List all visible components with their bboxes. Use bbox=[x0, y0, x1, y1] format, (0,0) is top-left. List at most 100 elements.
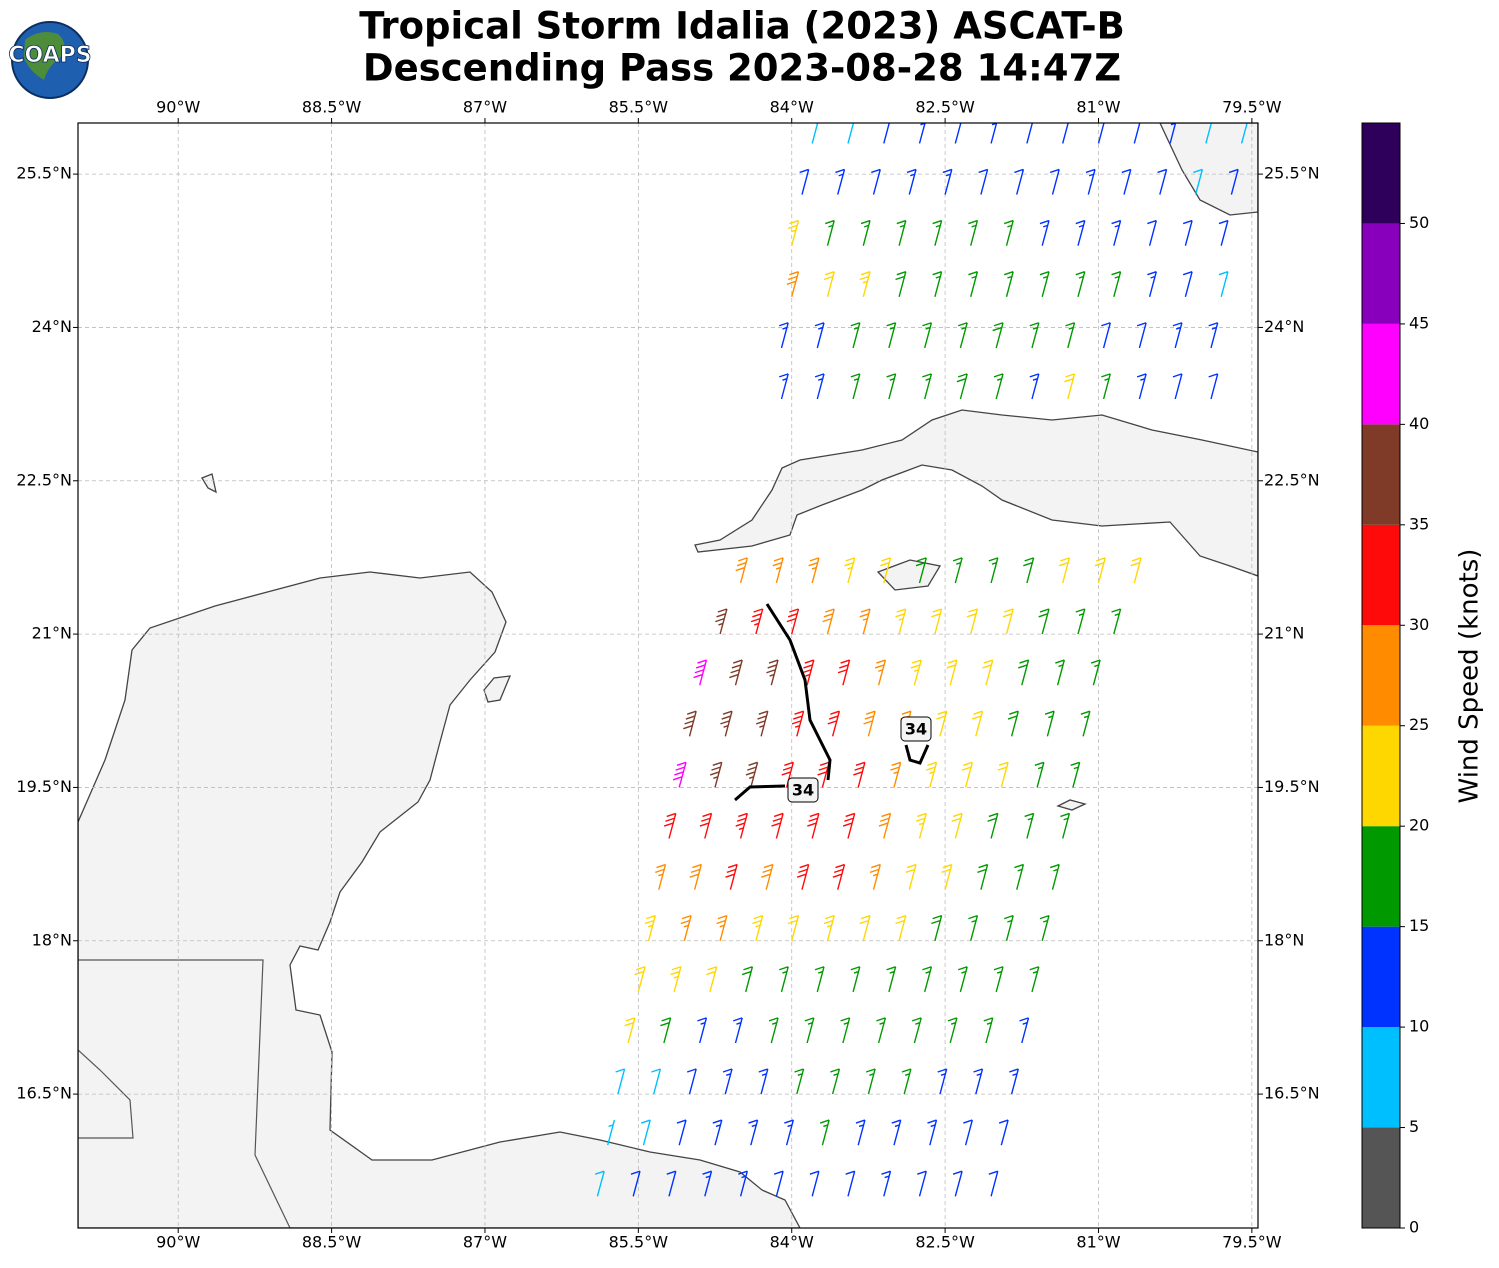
wind-barb bbox=[1023, 557, 1035, 584]
wind-barb bbox=[720, 710, 733, 737]
wind-barb bbox=[748, 1119, 759, 1146]
wind-barb bbox=[971, 710, 984, 737]
wind-barb bbox=[998, 1119, 1009, 1146]
wind-barb bbox=[859, 914, 871, 941]
wind-barb bbox=[1034, 761, 1045, 788]
wind-barb bbox=[781, 761, 794, 788]
wind-barb bbox=[804, 1017, 815, 1044]
x-tick-label: 79.5°W bbox=[1222, 1233, 1282, 1252]
wind-barb bbox=[1062, 123, 1069, 144]
wind-barb bbox=[906, 168, 917, 195]
wind-barb bbox=[660, 1017, 672, 1044]
wind-barb bbox=[886, 373, 897, 400]
axis-ticks: 90°W 90°W 88.5°W 88.5°W 87°W 87°W 85.5°W 85.5°W… bbox=[16, 98, 1319, 1252]
wind-barb bbox=[855, 1119, 866, 1146]
wind-barb bbox=[987, 812, 999, 839]
colorbar-tick-label: 0 bbox=[1409, 1218, 1419, 1237]
wind-barb bbox=[1228, 168, 1239, 195]
wind-barb bbox=[890, 761, 902, 788]
x-tick-label: 90°W bbox=[156, 1233, 200, 1252]
wind-barb bbox=[942, 168, 953, 195]
logo-text: COAPS bbox=[8, 43, 91, 68]
wind-barb bbox=[883, 123, 890, 144]
wind-barb bbox=[784, 1119, 794, 1146]
logo: COAPS bbox=[8, 21, 92, 99]
wind-barb bbox=[951, 812, 963, 839]
wind-barb bbox=[832, 863, 846, 890]
wind-barb bbox=[865, 1068, 876, 1095]
coastline bbox=[1159, 123, 1258, 216]
wind-barb bbox=[799, 168, 810, 195]
wind-barb bbox=[1208, 373, 1219, 400]
wind-barb bbox=[1121, 168, 1132, 195]
wind-barb bbox=[745, 761, 759, 788]
coastline bbox=[694, 409, 1258, 577]
colorbar-segment bbox=[1362, 524, 1400, 626]
y-tick-label: 18°N bbox=[1264, 930, 1304, 949]
wind-barb bbox=[630, 1170, 641, 1197]
wind-barb bbox=[715, 608, 728, 635]
wind-barb bbox=[1075, 270, 1086, 297]
wind-barb bbox=[1009, 1068, 1019, 1095]
wind-barb bbox=[1182, 270, 1193, 297]
wind-barb bbox=[827, 710, 841, 737]
x-tick-label: 81°W bbox=[1076, 1233, 1120, 1252]
colorbar-segment bbox=[1362, 323, 1400, 425]
wind-barb bbox=[1019, 1017, 1030, 1044]
wind-barb bbox=[693, 659, 708, 686]
wind-barb bbox=[997, 761, 1009, 788]
wind-barb bbox=[738, 1170, 748, 1197]
wind-barb bbox=[1240, 123, 1248, 144]
wind-barb bbox=[750, 608, 764, 635]
wind-barb bbox=[931, 608, 943, 635]
wind-barb bbox=[1218, 270, 1229, 297]
wind-barb bbox=[850, 373, 861, 400]
wind-barb bbox=[787, 914, 800, 941]
coastline bbox=[483, 675, 512, 703]
wind-barb bbox=[1193, 168, 1204, 195]
y-tick-label: 21°N bbox=[32, 624, 72, 643]
wind-barb bbox=[779, 966, 789, 993]
wind-barb bbox=[992, 322, 1004, 349]
wind-barb bbox=[982, 659, 994, 686]
x-tick-label: 84°W bbox=[770, 1233, 814, 1252]
wind-barb bbox=[1014, 863, 1025, 890]
wind-barb bbox=[947, 1017, 958, 1044]
wind-barb bbox=[859, 608, 871, 635]
wind-barb bbox=[895, 914, 907, 941]
wind-barb bbox=[1111, 270, 1122, 297]
wind-barb bbox=[1039, 914, 1050, 941]
wind-barbs bbox=[594, 123, 1248, 1197]
wind-barb bbox=[825, 219, 835, 246]
wind-barb bbox=[676, 1119, 687, 1146]
wind-barb bbox=[1024, 812, 1035, 839]
wind-barb bbox=[1002, 608, 1014, 635]
wind-barb bbox=[697, 1017, 708, 1044]
wind-barb bbox=[624, 1017, 636, 1044]
wind-barb bbox=[1080, 710, 1091, 737]
colorbar-tick-label: 5 bbox=[1409, 1117, 1419, 1136]
wind-barb bbox=[752, 914, 764, 941]
wind-barb bbox=[772, 557, 784, 584]
wind-barb bbox=[1018, 659, 1030, 686]
colorbar-label: Wind Speed (knots) bbox=[1455, 549, 1485, 804]
wind-barb bbox=[807, 812, 820, 839]
wind-barb bbox=[768, 1017, 779, 1044]
wind-barb bbox=[988, 557, 999, 584]
colorbar-segment bbox=[1362, 926, 1400, 1028]
logo-land bbox=[24, 32, 65, 80]
wind-barb bbox=[983, 1017, 994, 1044]
colorbar-segment bbox=[1362, 826, 1400, 927]
wind-barb bbox=[819, 1119, 830, 1146]
wind-barb bbox=[722, 1068, 733, 1095]
wind-barb bbox=[968, 270, 979, 297]
wind-barb bbox=[801, 659, 815, 686]
wind-barb bbox=[874, 659, 887, 686]
wind-barb bbox=[936, 710, 948, 737]
wind-barb bbox=[640, 1119, 651, 1146]
wind-barb bbox=[957, 322, 968, 349]
wind-barb bbox=[787, 219, 800, 246]
wind-barb bbox=[1101, 373, 1111, 400]
wind-barb bbox=[791, 710, 805, 737]
